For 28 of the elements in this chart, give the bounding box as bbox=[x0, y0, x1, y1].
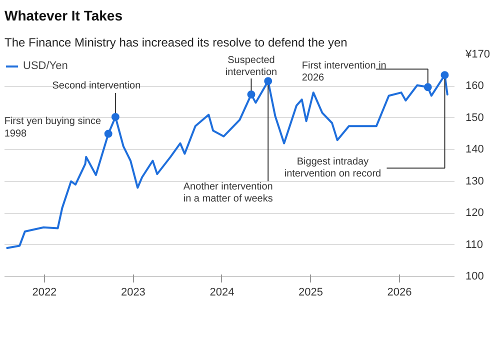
legend-label: USD/Yen bbox=[23, 60, 68, 72]
x-tick-label: 2022 bbox=[32, 286, 57, 298]
annotation: First intervention in 2026 bbox=[302, 60, 386, 84]
annotation: Another intervention in a matter of weeks bbox=[183, 182, 273, 205]
y-tick-label: 120 bbox=[466, 207, 484, 220]
annotation: Second intervention bbox=[52, 80, 141, 92]
y-tick-label: 140 bbox=[466, 144, 484, 156]
x-tick-label: 2023 bbox=[120, 286, 146, 298]
y-tick-label: 150 bbox=[466, 112, 484, 124]
point bbox=[424, 83, 432, 92]
point bbox=[247, 90, 256, 98]
x-tick-label: 2024 bbox=[210, 286, 234, 298]
x-tick-label: 2026 bbox=[387, 286, 412, 298]
x-tick-label: 2025 bbox=[298, 286, 323, 298]
y-tick-label: 100 bbox=[466, 270, 484, 282]
point bbox=[264, 77, 272, 86]
point bbox=[104, 130, 112, 138]
y-tick-label: ¥170 bbox=[464, 48, 490, 60]
annotation: First yen buying since 1998 bbox=[4, 116, 102, 140]
chart-title: Whatever It Takes bbox=[4, 8, 123, 24]
annotation: Suspected intervention bbox=[225, 54, 278, 78]
y-tick-label: 110 bbox=[466, 238, 484, 251]
y-tick-label: 160 bbox=[466, 80, 484, 92]
point bbox=[111, 112, 120, 121]
chart-subtitle: The Finance Ministry has increased its resolve to defend the yen bbox=[4, 36, 348, 50]
annotation: Biggest intraday intervention on record bbox=[284, 156, 382, 180]
y-tick-label: 130 bbox=[466, 175, 484, 188]
point bbox=[440, 71, 449, 80]
